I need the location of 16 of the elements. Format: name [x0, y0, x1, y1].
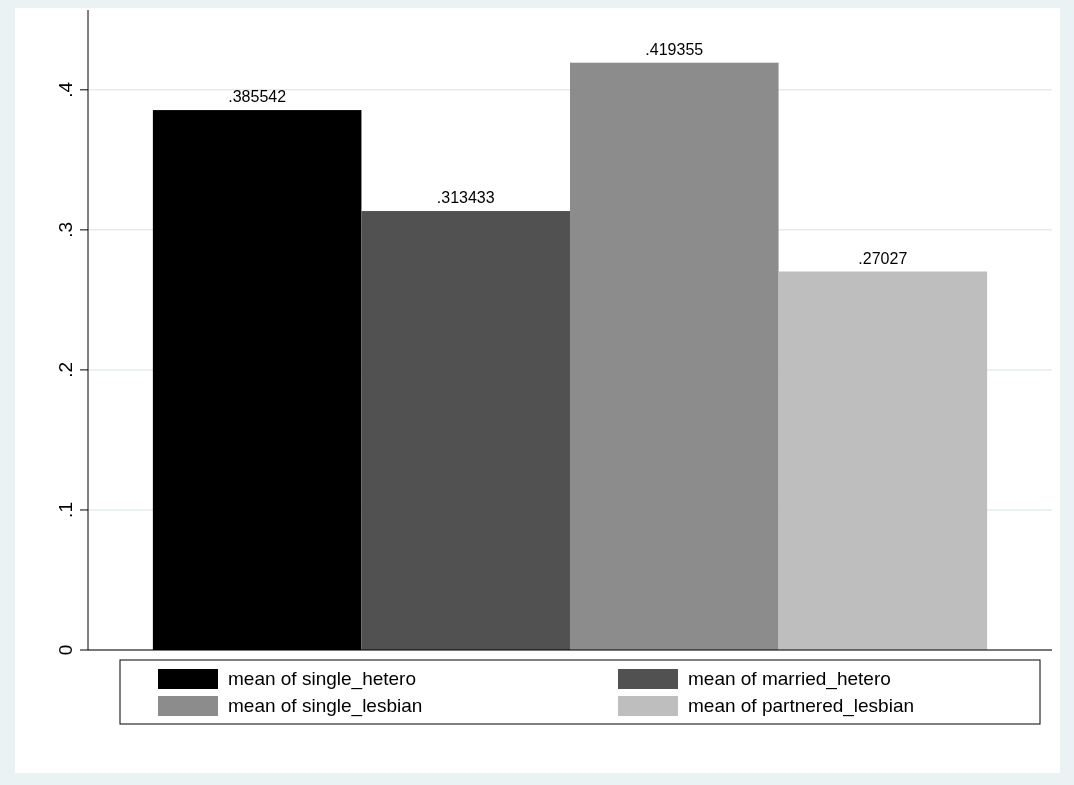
data-label: .313433: [436, 189, 495, 207]
data-label: .419355: [645, 40, 704, 58]
y-tick-label: .3: [55, 221, 76, 238]
bar: [361, 211, 570, 650]
legend-label: mean of single_lesbian: [228, 695, 423, 717]
data-label: .27027: [858, 249, 908, 267]
y-tick-label: 0: [55, 644, 76, 656]
y-tick-label: .1: [55, 502, 76, 518]
y-tick-label: .4: [55, 81, 76, 98]
legend-label: mean of partnered_lesbian: [688, 695, 915, 717]
y-tick-label: .2: [55, 361, 76, 378]
legend-label: mean of married_hetero: [688, 668, 891, 690]
data-label: .385542: [228, 88, 287, 106]
legend-label: mean of single_hetero: [228, 668, 417, 690]
bar: [778, 271, 988, 650]
bar: [570, 62, 779, 650]
